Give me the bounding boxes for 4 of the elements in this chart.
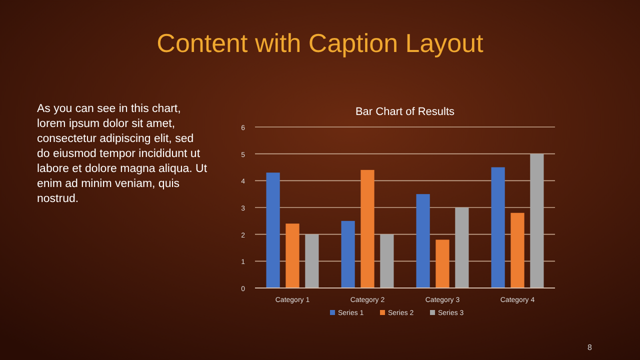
chart-title: Bar Chart of Results bbox=[355, 106, 456, 118]
text: Content with Caption Layout bbox=[156, 28, 484, 58]
text: As you can see in this chart, lorem ipsum dolor sit amet, consectetur adipiscing elit, sed do eiusmod tempor incididunt ut labore et dolore magna aliqua. Ut enim ad minim veniam, quis nostrud. bbox=[37, 103, 208, 205]
text: 8 bbox=[588, 343, 593, 352]
